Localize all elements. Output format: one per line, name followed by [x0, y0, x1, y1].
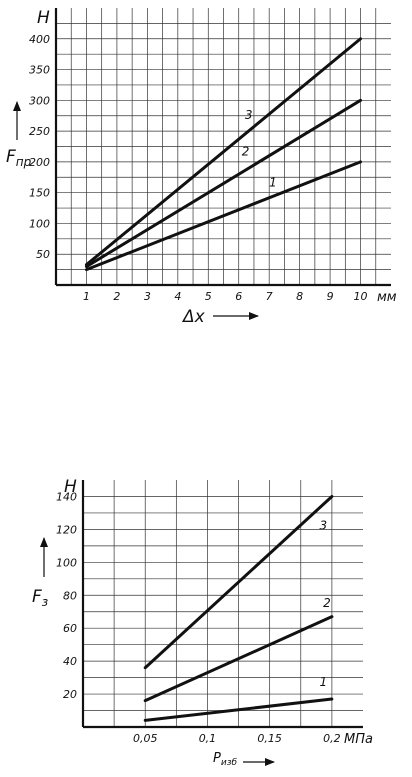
x-tick-label: 4	[174, 290, 181, 303]
y-tick-label: 60	[63, 622, 77, 635]
y-tick-label: 100	[56, 556, 77, 569]
chart-1-grid	[54, 8, 391, 287]
y-tick-label: 40	[63, 655, 77, 668]
x-tick-label: 10	[354, 290, 368, 303]
series-label-1: 1	[319, 675, 327, 689]
chart-2-ticks: 0,05 0,1 0,15 0,2 20 40 60 80 100 120 140	[56, 490, 341, 745]
series-label-3: 3	[319, 518, 327, 532]
x-tick-label: 7	[266, 290, 273, 303]
x-tick-label: 1	[83, 290, 90, 303]
chart-1-ticks: 1 2 3 4 5 6 7 8 9 10 50 100 150 200 250 300 350 400	[29, 33, 368, 303]
y-tick-label: 80	[63, 589, 77, 602]
x-tick-label: 5	[205, 290, 212, 303]
chart-1-x-unit: мм	[377, 290, 397, 305]
x-tick-label: 6	[235, 290, 242, 303]
x-tick-label: 2	[113, 290, 120, 303]
y-tick-label: 50	[36, 248, 50, 261]
chart-1-x-label: Δx	[181, 307, 206, 327]
series-line-3	[84, 37, 363, 267]
x-tick-label: 9	[327, 290, 334, 303]
series-label-1: 1	[269, 176, 277, 190]
chart-2-grid	[81, 480, 363, 729]
y-tick-label: 350	[29, 64, 50, 77]
y-tick-label: 150	[29, 187, 50, 200]
y-tick-label: 250	[29, 125, 50, 138]
y-tick-label: 400	[29, 33, 50, 46]
x-tick-label: 8	[296, 290, 303, 303]
x-tick-label: 0,2	[323, 732, 341, 745]
chart-2-x-label: Pизб	[213, 751, 237, 768]
x-tick-label: 3	[144, 290, 151, 303]
series-line-2	[84, 98, 363, 269]
series-label-2: 2	[323, 596, 331, 610]
series-line-2	[143, 615, 334, 703]
chart-2-x-unit: МПа	[344, 732, 373, 747]
chart-2-series: 1 2 3	[143, 494, 334, 722]
y-tick-label: 300	[29, 94, 50, 107]
x-tick-label: 0,15	[257, 732, 282, 745]
series-line-1	[84, 160, 363, 272]
series-label-2: 2	[242, 145, 250, 159]
chart-1: 1 2 3 1 2 3 4 5 6 7 8 9 10 50 100 150 200 250 300 350 400 Н…	[6, 8, 397, 327]
y-tick-label: 200	[29, 156, 50, 169]
y-tick-label: 20	[63, 688, 77, 701]
series-label-3: 3	[245, 108, 253, 122]
x-tick-label: 0,05	[133, 732, 158, 745]
series-line-3	[143, 494, 334, 670]
chart-2-y-unit: Н	[64, 477, 77, 497]
y-tick-label: 100	[29, 217, 50, 230]
chart-1-y-unit: Н	[37, 8, 50, 28]
x-tick-label: 0,1	[199, 732, 217, 745]
chart-1-y-label: Fпр	[6, 147, 32, 169]
y-tick-label: 140	[56, 490, 77, 503]
chart-1-series: 1 2 3	[84, 37, 363, 272]
y-tick-label: 120	[56, 523, 77, 536]
series-line-1	[143, 697, 334, 722]
chart-2: 1 2 3 0,05 0,1 0,15 0,2 20 40 60 80 100 120 140 Н МП…	[32, 477, 373, 768]
chart-2-y-label: Fз	[32, 587, 48, 609]
